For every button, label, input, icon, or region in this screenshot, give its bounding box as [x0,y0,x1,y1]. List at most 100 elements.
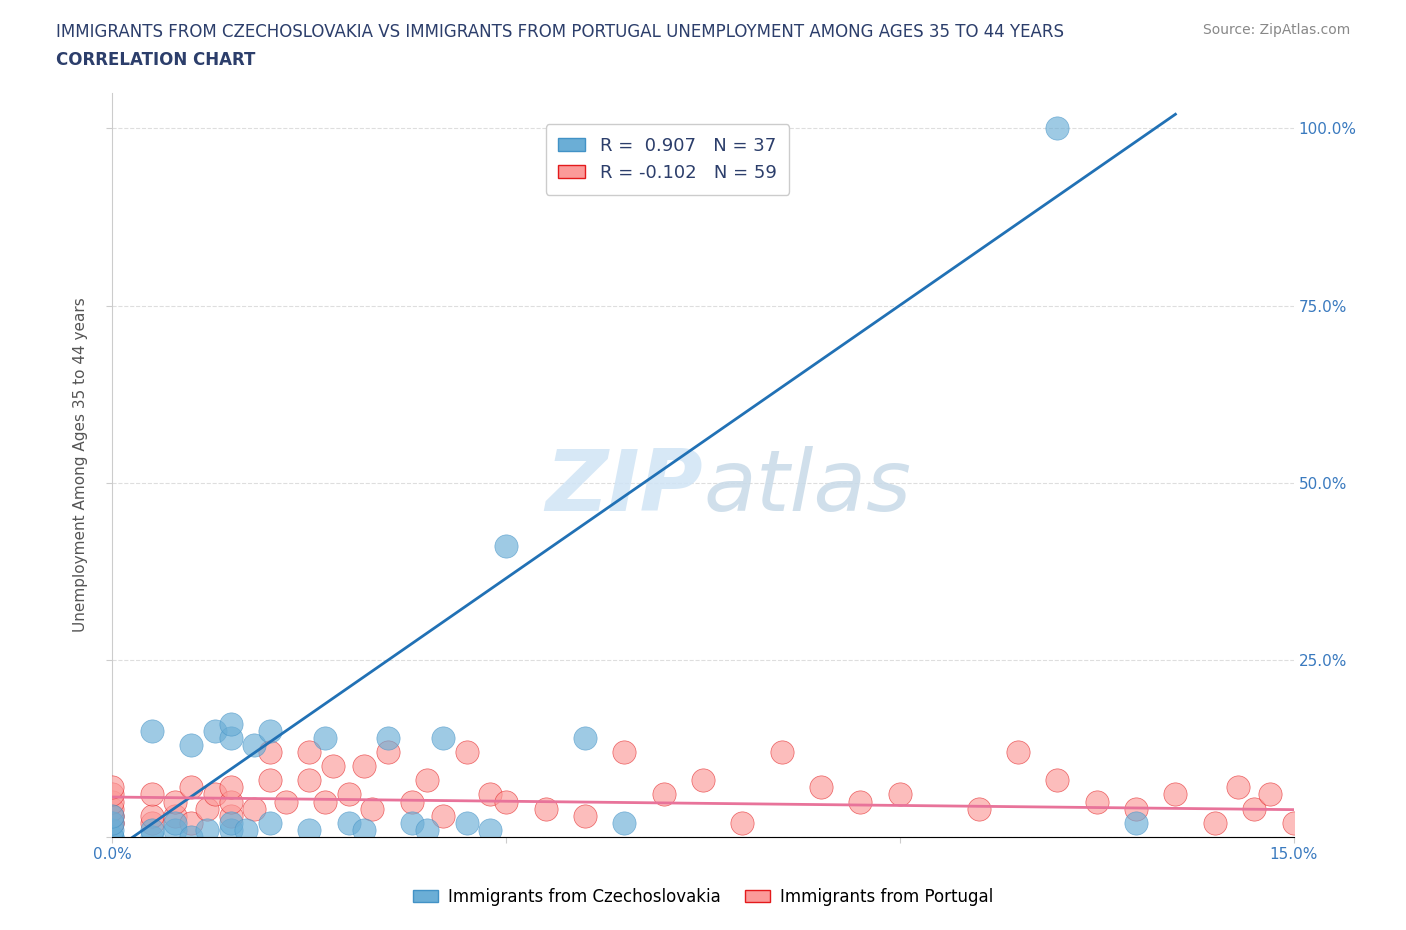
Point [101,816,124,830]
Point [141,822,163,837]
Point [613,816,636,830]
Point [101,808,124,823]
Point [204,787,226,802]
Point [219,822,242,837]
Point [967,802,990,817]
Point [180,830,202,844]
Point [235,822,257,837]
Point [314,730,336,745]
Point [401,816,423,830]
Point [1258,787,1281,802]
Point [259,816,281,830]
Point [456,816,478,830]
Point [432,808,454,823]
Point [353,759,375,774]
Point [101,808,124,823]
Point [165,808,187,823]
Point [322,759,344,774]
Point [377,745,399,760]
Point [259,724,281,738]
Legend: R =  0.907   N = 37, R = -0.102   N = 59: R = 0.907 N = 37, R = -0.102 N = 59 [546,125,789,194]
Point [180,816,202,830]
Point [574,808,596,823]
Point [1164,787,1187,802]
Point [195,802,218,817]
Point [416,773,439,788]
Point [165,794,187,809]
Point [141,816,163,830]
Point [353,822,375,837]
Point [219,794,242,809]
Point [165,822,187,837]
Point [416,822,439,837]
Point [1125,802,1147,817]
Point [101,787,124,802]
Point [613,745,636,760]
Point [298,745,321,760]
Point [219,808,242,823]
Point [141,724,163,738]
Point [298,822,321,837]
Point [165,816,187,830]
Text: ZIP: ZIP [546,445,703,529]
Point [101,802,124,817]
Point [1227,780,1250,795]
Y-axis label: Unemployment Among Ages 35 to 44 years: Unemployment Among Ages 35 to 44 years [73,298,89,632]
Point [337,787,360,802]
Point [259,745,281,760]
Point [101,780,124,795]
Point [141,787,163,802]
Point [1125,816,1147,830]
Point [219,730,242,745]
Point [101,816,124,830]
Point [219,816,242,830]
Point [274,794,297,809]
Point [479,822,502,837]
Point [101,816,124,830]
Point [1007,745,1029,760]
Text: CORRELATION CHART: CORRELATION CHART [56,51,256,69]
Point [101,830,124,844]
Point [495,539,517,554]
Point [810,780,832,795]
Point [692,773,714,788]
Point [195,822,218,837]
Point [180,780,202,795]
Point [361,802,384,817]
Point [180,737,202,752]
Point [141,808,163,823]
Point [219,716,242,731]
Point [243,802,266,817]
Point [298,773,321,788]
Point [219,780,242,795]
Point [101,808,124,823]
Point [849,794,872,809]
Legend: Immigrants from Czechoslovakia, Immigrants from Portugal: Immigrants from Czechoslovakia, Immigran… [406,881,1000,912]
Point [259,773,281,788]
Point [101,794,124,809]
Point [337,816,360,830]
Point [1243,802,1265,817]
Point [101,822,124,837]
Point [401,794,423,809]
Point [456,745,478,760]
Point [377,730,399,745]
Point [574,730,596,745]
Point [1282,816,1305,830]
Point [652,787,675,802]
Point [1046,773,1069,788]
Point [534,802,557,817]
Text: atlas: atlas [703,445,911,529]
Point [101,830,124,844]
Text: IMMIGRANTS FROM CZECHOSLOVAKIA VS IMMIGRANTS FROM PORTUGAL UNEMPLOYMENT AMONG AG: IMMIGRANTS FROM CZECHOSLOVAKIA VS IMMIGR… [56,23,1064,41]
Point [314,794,336,809]
Point [243,737,266,752]
Point [141,830,163,844]
Point [479,787,502,802]
Point [204,724,226,738]
Point [770,745,793,760]
Point [731,816,754,830]
Text: Source: ZipAtlas.com: Source: ZipAtlas.com [1202,23,1350,37]
Point [432,730,454,745]
Point [889,787,911,802]
